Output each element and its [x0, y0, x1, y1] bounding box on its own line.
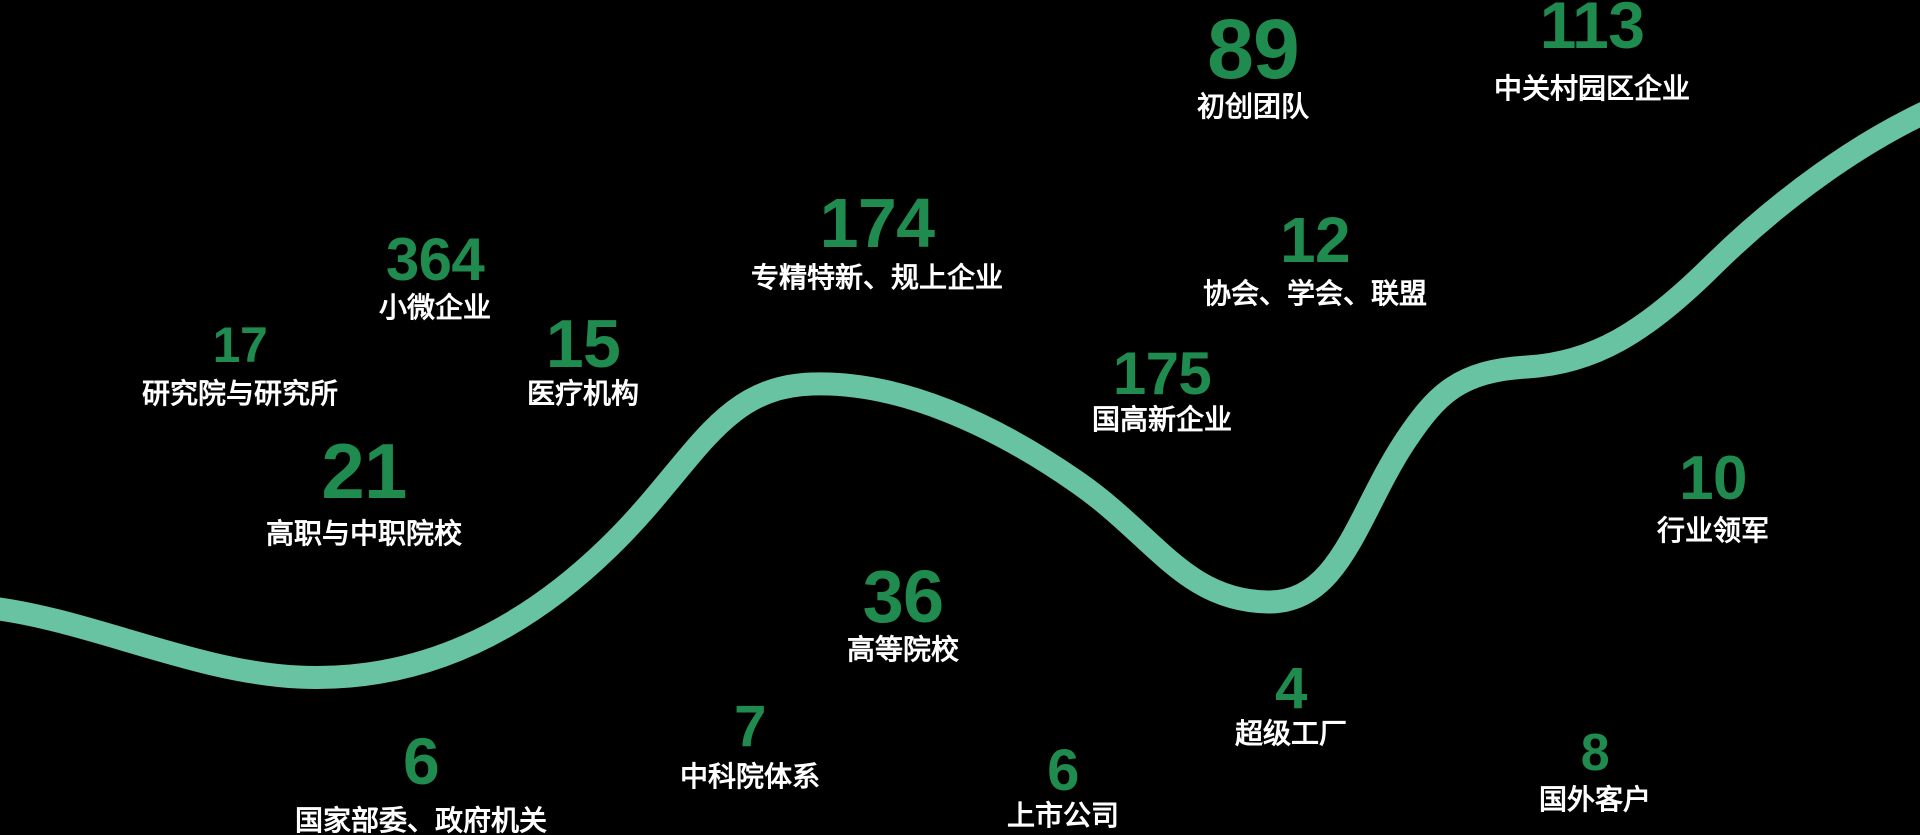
- stat-value: 17: [212, 317, 268, 373]
- stat-label: 国外客户: [1538, 784, 1652, 815]
- stat-value: 6: [1047, 738, 1079, 803]
- stat-item-higher-education: 36 高等院校: [847, 560, 959, 666]
- stat-value: 4: [1275, 656, 1307, 721]
- stat-item-ministries-government: 6 国家部委、政府机关: [295, 728, 547, 835]
- stat-item-zhongguancun-park-enterprises: 113 中关村园区企业: [1494, 0, 1690, 105]
- stat-label: 医疗机构: [526, 378, 640, 409]
- stat-label: 初创团队: [1196, 91, 1310, 122]
- stat-item-medical-institutions: 15 医疗机构: [527, 310, 639, 410]
- stat-label: 上市公司: [1006, 800, 1120, 831]
- stat-item-associations-societies-alliances: 12 协会、学会、联盟: [1203, 208, 1427, 310]
- stat-item-specialized-new-above-scale: 174 专精特新、规上企业: [751, 188, 1003, 294]
- stat-label: 超级工厂: [1234, 718, 1348, 749]
- stat-item-research-institutes: 17 研究院与研究所: [142, 320, 338, 410]
- stat-label: 小微企业: [378, 292, 492, 323]
- stat-label: 研究院与研究所: [141, 378, 339, 409]
- stat-label: 行业领军: [1656, 515, 1770, 546]
- stat-label: 国高新企业: [1091, 404, 1233, 435]
- stat-value: 15: [545, 306, 621, 382]
- stat-item-industry-leaders: 10 行业领军: [1657, 448, 1769, 547]
- stat-value: 36: [862, 555, 945, 638]
- stat-item-cas-system: 7 中科院体系: [680, 698, 820, 793]
- stat-item-vocational-colleges: 21 高职与中职院校: [266, 432, 462, 550]
- stat-label: 中关村园区企业: [1493, 73, 1691, 104]
- stat-value: 174: [819, 184, 935, 262]
- stat-item-micro-small-enterprises: 364 小微企业: [379, 230, 491, 324]
- stat-value: 10: [1679, 444, 1747, 513]
- stat-label: 中科院体系: [679, 761, 821, 792]
- stat-item-national-high-tech-enterprises: 175 国高新企业: [1092, 344, 1232, 436]
- stat-label: 专精特新、规上企业: [750, 262, 1004, 293]
- stat-item-overseas-clients: 8 国外客户: [1539, 727, 1651, 816]
- stat-label: 高职与中职院校: [265, 518, 463, 549]
- stat-label: 高等院校: [846, 634, 960, 665]
- trend-curve: [0, 102, 1920, 689]
- stat-value: 364: [385, 226, 485, 293]
- stat-value: 113: [1539, 0, 1645, 62]
- stat-item-listed-companies: 6 上市公司: [1007, 742, 1119, 832]
- stat-label: 国家部委、政府机关: [294, 805, 548, 835]
- stat-label: 协会、学会、联盟: [1202, 278, 1428, 309]
- stat-value: 89: [1207, 2, 1300, 96]
- stat-value: 7: [734, 694, 766, 759]
- stat-value: 12: [1280, 204, 1351, 276]
- stat-item-super-factories: 4 超级工厂: [1235, 660, 1347, 750]
- stat-value: 175: [1112, 340, 1212, 407]
- stat-value: 21: [321, 427, 407, 515]
- stat-value: 6: [402, 724, 440, 798]
- stat-item-startup-teams: 89 初创团队: [1197, 7, 1309, 123]
- stat-value: 8: [1580, 724, 1610, 782]
